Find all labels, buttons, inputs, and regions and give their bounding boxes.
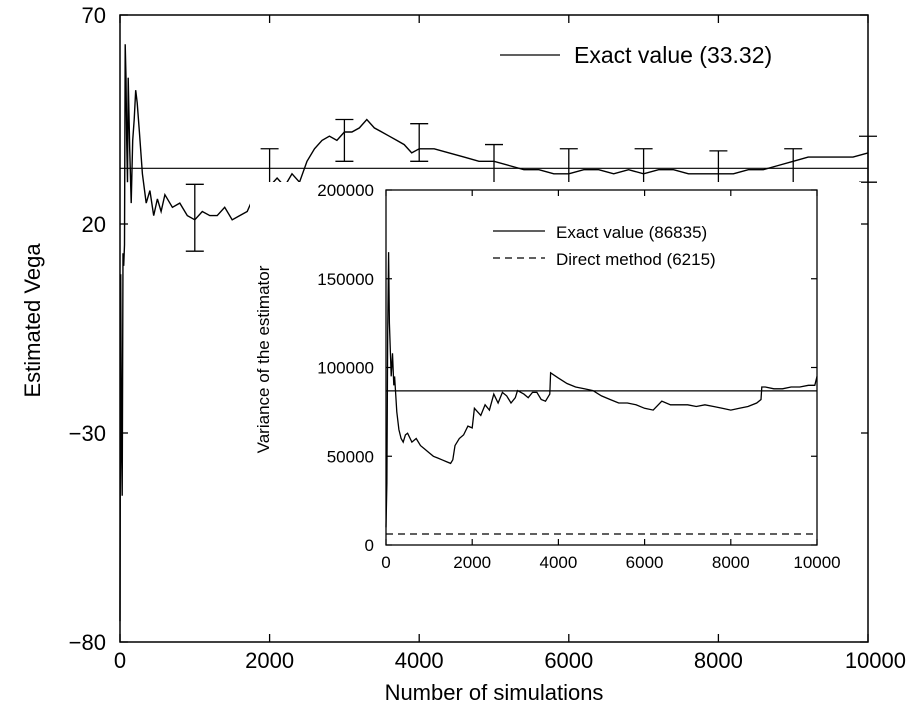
main-y-axis-label: Estimated Vega [20,243,45,398]
inset-x-tick-label: 4000 [539,553,577,572]
inset-y-tick-label: 0 [365,536,374,555]
inset-y-axis-label: Variance of the estimator [254,265,273,453]
inset-legend-label-exact: Exact value (86835) [556,223,707,242]
main-legend: Exact value (33.32) [500,42,772,68]
main-y-tick-label: −30 [69,421,106,446]
inset-x-tick-label: 2000 [453,553,491,572]
inset-background [250,182,861,587]
inset-x-tick-label: 0 [381,553,390,572]
main-y-tick-label: 20 [82,212,106,237]
inset-y-tick-label: 50000 [327,447,374,466]
inset-variance-series [385,252,818,528]
main-y-tick-label: 70 [82,3,106,28]
inset-legend: Exact value (86835) Direct method (6215) [493,223,716,269]
main-estimate-series [119,44,869,622]
main-x-tick-label: 10000 [845,648,906,673]
inset-x-tick-label: 6000 [626,553,664,572]
main-x-axis-label: Number of simulations [385,680,604,705]
main-x-tick-label: 6000 [544,648,593,673]
main-x-tick-label: 2000 [245,648,294,673]
main-x-tick-label: 8000 [694,648,743,673]
main-plot-frame [119,14,869,643]
inset-panel: 0 2000 4000 6000 8000 10000050000100000150000… [250,181,861,587]
main-x-tick-label: 4000 [395,648,444,673]
inset-legend-label-direct: Direct method (6215) [556,250,716,269]
inset-x-tick-label: 10000 [793,553,840,572]
inset-y-tick-label: 150000 [317,270,374,289]
main-x-tick-label: 0 [114,648,126,673]
inset-plot-frame [385,189,818,546]
inset-x-tick-label: 8000 [712,553,750,572]
main-y-tick-label: −80 [69,630,106,655]
main-axis-ticks: 0 2000 4000 6000 8000 10000 −80 −30 20 70 [69,3,906,673]
inset-y-tick-label: 200000 [317,181,374,200]
inset-y-tick-label: 100000 [317,359,374,378]
main-legend-label-exact: Exact value (33.32) [574,42,772,68]
